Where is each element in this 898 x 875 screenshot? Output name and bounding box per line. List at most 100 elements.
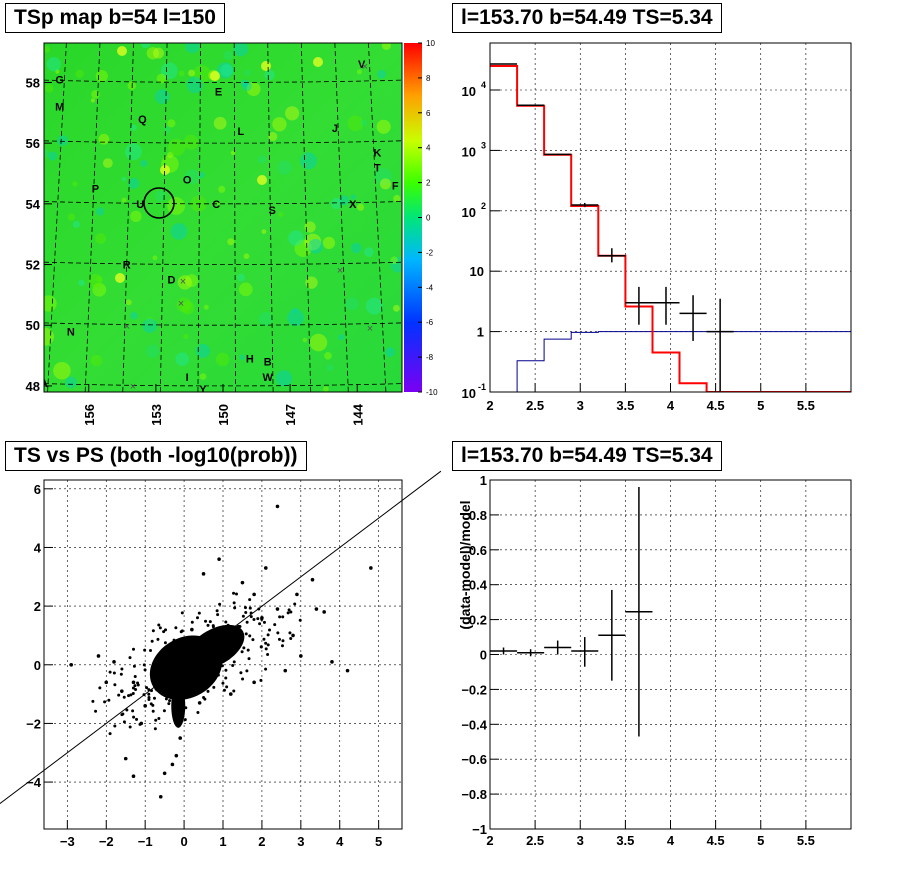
map-intensity-blob — [140, 159, 148, 168]
residual-x-tick-label: 3 — [577, 833, 584, 848]
scatter-point — [241, 614, 245, 618]
scatter-point — [233, 606, 237, 610]
scatter-y-tick-label: 0 — [34, 658, 41, 673]
scatter-point — [139, 721, 144, 726]
map-intensity-blob — [304, 233, 322, 251]
scatter-point — [152, 696, 156, 700]
colorbar-tick-label: 0 — [426, 214, 431, 223]
scatter-point — [295, 592, 299, 597]
scatter-title: TS vs PS (both -log10(prob)) — [5, 441, 307, 471]
scatter-point — [201, 653, 205, 657]
scatter-point — [287, 608, 291, 612]
map-intensity-blob — [210, 71, 220, 81]
map-intensity-blob — [385, 347, 396, 358]
map-source-label: K — [373, 147, 381, 159]
scatter-point — [283, 668, 288, 673]
scatter-point — [197, 669, 201, 673]
map-intensity-blob — [130, 210, 142, 223]
scatter-point — [112, 660, 116, 664]
scatter-point — [240, 580, 245, 585]
map-longitude-line — [197, 43, 202, 392]
map-y-tick-label: 50 — [26, 318, 40, 333]
scatter-point — [166, 677, 170, 681]
map-intensity-blob — [72, 220, 81, 229]
scatter-point — [231, 650, 235, 654]
scatter-point — [183, 718, 187, 722]
scatter-point — [135, 717, 139, 721]
scatter-point — [184, 706, 188, 710]
scatter-point — [131, 709, 135, 713]
map-intensity-blob — [183, 134, 199, 150]
map-intensity-blob — [261, 61, 271, 71]
map-source-label: X — [349, 199, 357, 211]
scatter-point — [168, 699, 172, 703]
colorbar-tick-label: 4 — [426, 144, 431, 153]
scatter-point — [136, 681, 140, 685]
map-intensity-blob — [184, 169, 200, 185]
scatter-point — [187, 655, 191, 659]
residual-x-tick-label: 4 — [667, 833, 675, 848]
scatter-point — [219, 640, 223, 644]
scatter-point — [264, 566, 268, 570]
scatter-point — [286, 611, 290, 615]
map-intensity-blob — [299, 152, 318, 170]
scatter-point — [205, 652, 209, 656]
map-intensity-blob — [304, 221, 316, 233]
map-intensity-blob — [95, 276, 103, 283]
map-intensity-blob — [246, 82, 261, 96]
scatter-point — [226, 638, 230, 642]
residual-x-tick-label: 5.5 — [797, 833, 815, 848]
map-intensity-blob — [95, 207, 105, 216]
map-longitude-line — [233, 43, 236, 392]
scatter-point — [113, 724, 117, 728]
map-y-tick-label: 56 — [26, 136, 40, 151]
scatter-point — [310, 577, 315, 582]
scatter-point — [147, 692, 151, 696]
scatter-x-tick-label: 4 — [336, 834, 344, 849]
map-source-label: B — [264, 357, 272, 369]
scatter-point — [122, 720, 126, 724]
scatter-x-tick-label: 3 — [297, 834, 304, 849]
map-intensity-blob — [365, 297, 383, 315]
scatter-point — [203, 659, 207, 663]
scatter-point — [191, 688, 195, 692]
scatter-point — [330, 660, 334, 664]
map-intensity-blob — [65, 376, 77, 389]
scatter-point — [224, 668, 228, 672]
map-source-label: R — [123, 260, 131, 272]
scatter-point — [151, 629, 155, 633]
map-intensity-blob — [230, 150, 236, 156]
scatter-point — [122, 695, 126, 699]
map-intensity-blob — [239, 354, 245, 360]
map-source-label: H — [246, 354, 254, 366]
scatter-point — [266, 643, 270, 647]
scatter-point — [209, 666, 213, 670]
residual-axes: 2 2.5 3 3.5 4 4.5 5 5.5 −1 −0.8 −0.6 −0.4 −0.2 0 0.2 0.… — [461, 473, 815, 848]
map-intensity-blob — [308, 238, 323, 254]
scatter-point — [119, 672, 123, 676]
scatter-point — [104, 680, 109, 685]
map-intensity-blob — [360, 119, 368, 127]
scatter-point — [259, 678, 263, 682]
map-source-label: A — [40, 378, 48, 390]
scatter-point — [98, 686, 102, 690]
spectrum-background-model — [490, 331, 851, 392]
map-intensity-blob — [287, 309, 304, 327]
scatter-point — [208, 620, 212, 624]
scatter-point — [262, 620, 266, 624]
scatter-point — [193, 660, 197, 664]
map-intensity-blob — [330, 197, 343, 210]
scatter-point — [127, 694, 131, 698]
scatter-point — [299, 654, 303, 658]
scatter-point — [244, 611, 248, 615]
scatter-point — [210, 677, 214, 681]
map-source-label: J — [332, 123, 338, 135]
map-intensity-blob — [188, 69, 196, 77]
scatter-point — [151, 667, 155, 671]
scatter-point — [177, 674, 181, 678]
scatter-point — [206, 658, 210, 662]
map-intensity-blob — [91, 90, 100, 99]
scatter-point — [161, 663, 165, 667]
